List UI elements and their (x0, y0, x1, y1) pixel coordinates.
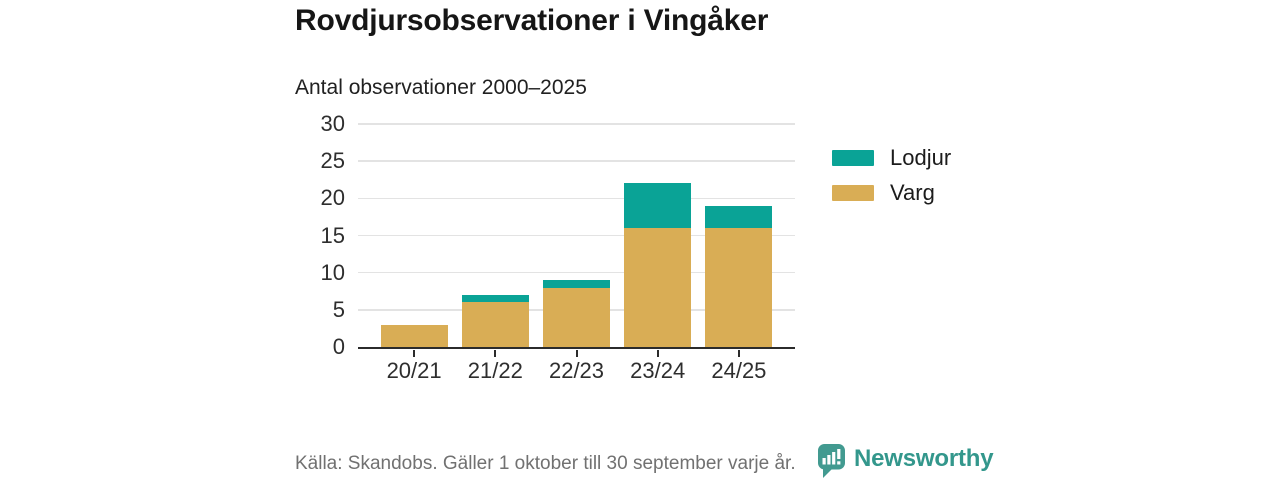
legend-swatch-lodjur (832, 150, 874, 166)
bar-segment-varg-21-22 (461, 302, 529, 347)
gridline-30 (358, 123, 795, 125)
newsworthy-logo: Newsworthy (818, 444, 994, 478)
gridline-10 (358, 271, 795, 274)
chart-plot: 0 5 10 15 20 25 30 20/21 21/22 22/23 23/24 24/25 (321, 113, 795, 382)
y-tick-label-30: 30 (320, 111, 345, 136)
x-tick-label-24-25: 24/25 (711, 358, 767, 383)
bar-segment-varg-20-21 (380, 324, 448, 347)
bar-segment-lodjur-23-24 (624, 183, 692, 229)
y-tick-label-10: 10 (320, 259, 345, 285)
y-tick-label-5: 5 (332, 296, 345, 322)
y-tick-label-15: 15 (320, 222, 345, 248)
legend-label-lodjur: Lodjur (890, 145, 952, 170)
x-tick-21-22 (494, 349, 497, 357)
bar-segment-lodjur-24-25 (705, 205, 773, 229)
x-tick-23-24 (656, 349, 659, 357)
source-note: Källa: Skandobs. Gäller 1 oktober till 3… (295, 453, 796, 474)
gridline-25 (358, 160, 795, 162)
bar-segment-varg-23-24 (624, 228, 692, 347)
y-tick-label-0: 0 (332, 334, 345, 359)
bar-segment-lodjur-21-22 (461, 294, 529, 303)
x-tick-20-21 (413, 349, 416, 357)
x-tick-label-20-21: 20/21 (386, 358, 442, 383)
legend-item-varg: Varg (832, 182, 951, 204)
bar-segment-varg-22-23 (543, 287, 610, 347)
legend-swatch-varg (832, 185, 874, 201)
chart-title: Rovdjursobservationer i Vingåker (295, 4, 769, 37)
chart-subtitle: Antal observationer 2000–2025 (295, 76, 587, 99)
bar-segment-varg-24-25 (705, 228, 773, 347)
gridline-20 (358, 197, 795, 200)
chart-legend: Lodjur Varg (832, 147, 951, 217)
x-tick-label-22-23: 22/23 (548, 358, 605, 383)
x-tick-label-23-24: 23/24 (630, 358, 686, 383)
x-tick-label-21-22: 21/22 (467, 358, 523, 383)
x-tick-24-25 (737, 349, 740, 357)
x-tick-22-23 (575, 349, 578, 357)
bar-segment-lodjur-22-23 (543, 280, 610, 288)
newsworthy-wordmark: Newsworthy (854, 445, 994, 472)
legend-item-lodjur: Lodjur (832, 147, 951, 169)
newsworthy-chart-bubble-icon (818, 444, 845, 478)
gridline-15 (358, 234, 795, 237)
y-tick-label-25: 25 (320, 148, 345, 174)
y-tick-label-20: 20 (320, 185, 345, 211)
legend-label-varg: Varg (890, 180, 935, 205)
